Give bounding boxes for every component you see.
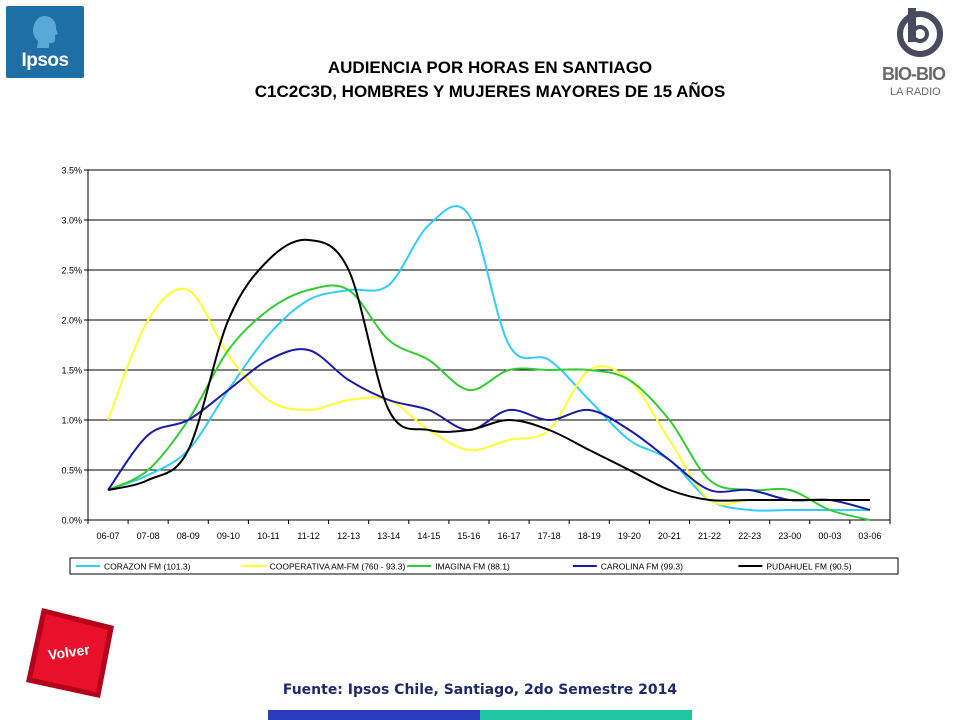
y-tick-label: 2.5% xyxy=(61,266,82,276)
y-tick-label: 2.0% xyxy=(61,316,82,326)
ipsos-head-icon xyxy=(33,16,58,48)
x-tick-label: 21-22 xyxy=(698,531,721,541)
ipsos-logo-text: Ipsos xyxy=(21,50,69,71)
x-tick-label: 14-15 xyxy=(417,531,440,541)
series-line-0 xyxy=(107,205,870,512)
footer-bar-blue xyxy=(268,710,480,720)
biobio-logo: BIO-BIO LA RADIO xyxy=(880,6,952,102)
chart-title: AUDIENCIA POR HORAS EN SANTIAGO C1C2C3D,… xyxy=(150,56,830,104)
x-tick-label: 19-20 xyxy=(618,531,641,541)
x-tick-label: 23-00 xyxy=(778,531,801,541)
chart-title-line2: C1C2C3D, HOMBRES Y MUJERES MAYORES DE 15… xyxy=(254,82,726,101)
source-note: Fuente: Ipsos Chile, Santiago, 2do Semes… xyxy=(282,682,678,698)
biobio-tagline: LA RADIO xyxy=(890,86,941,98)
x-tick-label: 00-03 xyxy=(818,531,841,541)
x-tick-label: 20-21 xyxy=(658,531,681,541)
x-tick-label: 10-11 xyxy=(257,531,279,541)
series-line-1 xyxy=(107,287,871,511)
x-tick-label: 03-06 xyxy=(858,531,881,541)
y-tick-label: 3.0% xyxy=(61,216,82,226)
y-tick-label: 1.0% xyxy=(61,416,82,426)
chart-title-line1: AUDIENCIA POR HORAS EN SANTIAGO xyxy=(327,58,653,77)
y-tick-label: 1.5% xyxy=(61,366,82,376)
legend-label: CORAZON FM (101.3) xyxy=(104,562,191,572)
y-tick-label: 0.5% xyxy=(61,466,82,476)
ipsos-logo: Ipsos xyxy=(6,6,84,78)
x-tick-label: 16-17 xyxy=(498,531,521,541)
x-tick-label: 11-12 xyxy=(297,531,319,541)
legend-label: PUDAHUEL FM (90.5) xyxy=(766,562,851,572)
legend-label: COOPERATIVA AM-FM (760 - 93.3) xyxy=(270,562,406,572)
x-tick-label: 15-16 xyxy=(457,531,480,541)
x-tick-label: 22-23 xyxy=(738,531,761,541)
x-tick-label: 13-14 xyxy=(377,531,400,541)
y-tick-label: 0.0% xyxy=(61,516,82,526)
x-tick-label: 17-18 xyxy=(538,531,561,541)
legend xyxy=(69,557,899,575)
x-tick-label: 07-08 xyxy=(137,531,160,541)
volver-button[interactable]: Volver xyxy=(22,604,118,700)
biobio-symbol-icon xyxy=(897,8,943,57)
x-tick-label: 12-13 xyxy=(337,531,360,541)
x-tick-label: 18-19 xyxy=(578,531,601,541)
biobio-name: BIO-BIO xyxy=(882,64,946,84)
series-line-4 xyxy=(107,238,870,502)
footer-bar-teal xyxy=(480,710,692,720)
audience-line-chart: 0.0% 0.5% 1.0% 1.5% 2.0% 2.5% 3.0% 3.5% 06-07 07-… xyxy=(61,166,899,575)
series-line-3 xyxy=(107,348,871,511)
y-tick-label: 3.5% xyxy=(61,166,82,176)
x-tick-label: 06-07 xyxy=(97,531,120,541)
plot-area xyxy=(87,169,891,521)
legend-label: CAROLINA FM (99.3) xyxy=(601,562,683,572)
legend-label: IMAGINA FM (88.1) xyxy=(435,562,510,572)
x-tick-label: 09-10 xyxy=(217,531,240,541)
volver-shape-icon xyxy=(26,608,114,698)
x-tick-label: 08-09 xyxy=(177,531,200,541)
